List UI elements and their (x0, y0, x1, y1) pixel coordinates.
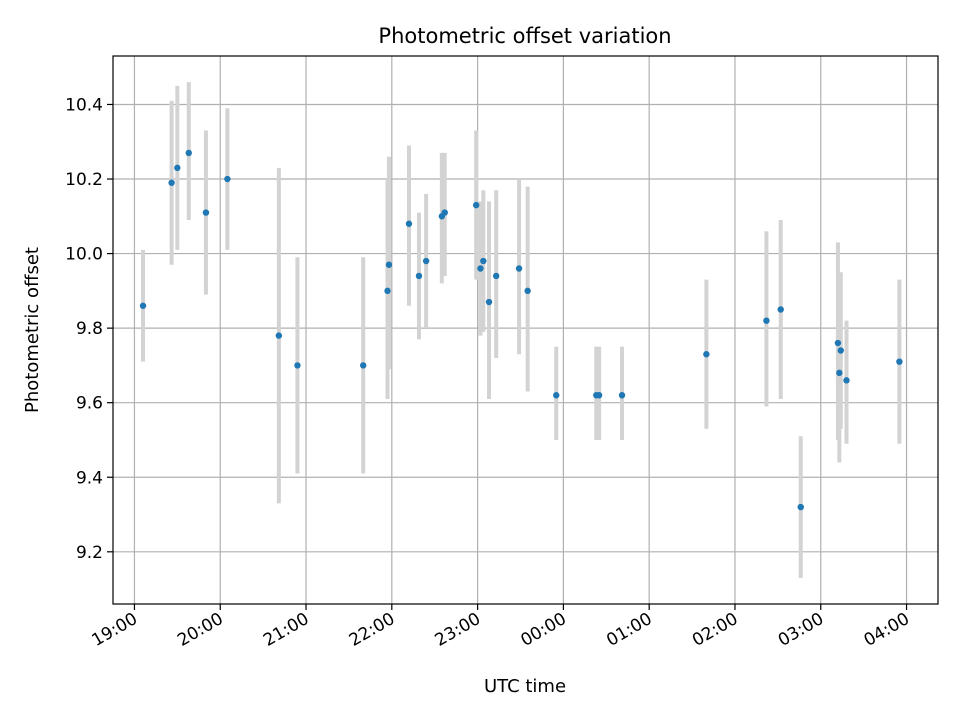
error-bars (141, 82, 902, 578)
x-axis-label: UTC time (484, 676, 566, 697)
y-tick-label: 10.0 (65, 245, 103, 265)
x-tick-label: 21:00 (260, 609, 312, 651)
grid (113, 56, 938, 604)
data-point (174, 164, 181, 172)
data-point (422, 257, 430, 265)
data-point (224, 175, 231, 183)
y-tick-label: 10.2 (65, 170, 103, 190)
plot-frame (112, 55, 939, 605)
y-tick-label: 10.4 (65, 95, 103, 115)
x-axis-ticks: 19:00 20:00 21:00 22:00 23:00 00:00 01:00 02:00… (89, 604, 913, 651)
data-point (275, 332, 283, 339)
data-point (405, 220, 413, 227)
data-point (492, 272, 500, 280)
data-point (896, 358, 903, 365)
y-axis-ticks: 9.2 9.4 9.6 9.8 10.0 10.2 10.4 (65, 95, 113, 563)
y-axis-label: Photometric offset (22, 247, 43, 413)
x-tick-label: 22:00 (346, 609, 398, 651)
data-point (168, 179, 175, 186)
x-tick-label: 04:00 (861, 609, 913, 651)
data-point (618, 392, 626, 399)
data-point (834, 339, 842, 347)
data-point (294, 362, 301, 369)
data-point (777, 306, 784, 313)
x-tick-label: 19:00 (89, 609, 141, 651)
x-tick-label: 00:00 (517, 609, 569, 651)
data-point (703, 351, 710, 358)
data-point (836, 369, 843, 377)
data-point (837, 347, 844, 354)
y-tick-label: 9.2 (76, 543, 103, 563)
data-point (553, 392, 560, 399)
data-point (524, 287, 531, 295)
data-point (139, 302, 147, 309)
x-tick-label: 03:00 (775, 609, 827, 651)
x-tick-label: 02:00 (689, 609, 741, 651)
data-point (480, 257, 487, 265)
data-point (477, 265, 484, 272)
data-point (843, 377, 850, 384)
data-point (515, 265, 523, 272)
x-tick-label: 20:00 (174, 609, 226, 651)
data-point (385, 261, 393, 268)
data-point (185, 149, 192, 157)
y-tick-label: 9.4 (76, 468, 103, 488)
data-point (384, 287, 391, 295)
data-points (139, 149, 903, 511)
data-point (202, 209, 210, 216)
data-point (441, 209, 448, 216)
y-tick-label: 9.8 (76, 319, 103, 339)
x-tick-label: 23:00 (432, 609, 484, 651)
data-point (763, 317, 770, 324)
data-point (360, 362, 367, 369)
data-point (415, 272, 423, 280)
data-point (595, 392, 603, 399)
x-tick-label: 01:00 (603, 609, 655, 651)
data-point (472, 201, 480, 209)
data-point (797, 503, 804, 511)
y-tick-label: 9.6 (76, 394, 103, 414)
chart-title: Photometric offset variation (378, 24, 671, 48)
data-point (485, 298, 493, 306)
